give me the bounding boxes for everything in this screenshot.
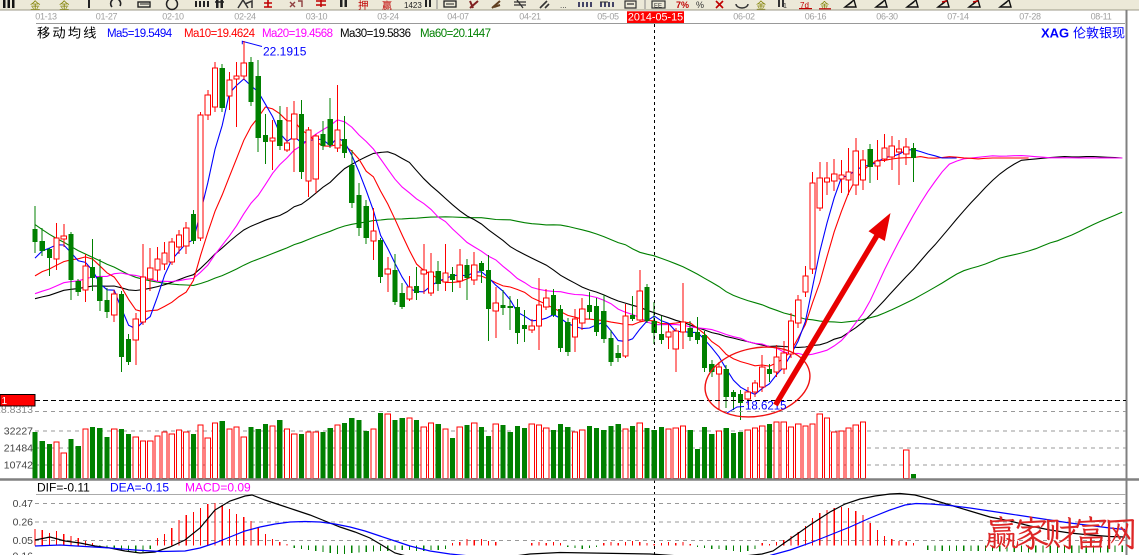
svg-text:Ma10=19.4624: Ma10=19.4624 <box>184 28 256 40</box>
svg-text:07-28: 07-28 <box>1019 12 1041 22</box>
svg-text:06-02: 06-02 <box>733 12 755 22</box>
svg-text:%: % <box>696 0 704 10</box>
svg-text:18.6215: 18.6215 <box>745 401 787 413</box>
svg-text:XAG: XAG <box>1041 26 1069 41</box>
svg-text:7d: 7d <box>800 1 809 10</box>
svg-text:02-24: 02-24 <box>234 12 256 22</box>
svg-text:MACD=0.09: MACD=0.09 <box>185 481 251 495</box>
svg-text:04-21: 04-21 <box>519 12 541 22</box>
svg-text:06-16: 06-16 <box>805 12 827 22</box>
svg-text:0.26: 0.26 <box>13 517 34 529</box>
svg-text:DEA=-0.15: DEA=-0.15 <box>110 481 169 495</box>
svg-text:01-13: 01-13 <box>35 12 57 22</box>
svg-text:Ma5=19.5494: Ma5=19.5494 <box>107 28 173 40</box>
svg-text:0.47: 0.47 <box>13 498 34 510</box>
svg-text:03-10: 03-10 <box>306 12 328 22</box>
svg-text:18.8313: 18.8313 <box>0 404 33 416</box>
svg-text:1: 1 <box>783 3 787 10</box>
svg-text:06-30: 06-30 <box>876 12 898 22</box>
svg-text:2014-05-15: 2014-05-15 <box>628 12 683 24</box>
svg-text:04-07: 04-07 <box>447 12 469 22</box>
svg-text:0.05: 0.05 <box>13 535 34 547</box>
svg-text:Ma60=20.1447: Ma60=20.1447 <box>420 28 491 40</box>
svg-text:01-27: 01-27 <box>96 12 118 22</box>
svg-text:02-10: 02-10 <box>162 12 184 22</box>
svg-text:22.1915: 22.1915 <box>263 45 307 59</box>
svg-text:03-24: 03-24 <box>377 12 399 22</box>
svg-text:1: 1 <box>2 396 8 407</box>
svg-text:10742: 10742 <box>4 460 33 472</box>
svg-text:DIF=-0.11: DIF=-0.11 <box>37 481 90 495</box>
svg-text:21484: 21484 <box>4 443 33 455</box>
svg-text:Ma30=19.5836: Ma30=19.5836 <box>340 28 411 40</box>
svg-text:08-11: 08-11 <box>1091 12 1112 22</box>
svg-text:...: ... <box>560 1 567 10</box>
svg-text:7%: 7% <box>676 0 689 10</box>
svg-text:32227: 32227 <box>4 426 33 438</box>
svg-text:-0.16: -0.16 <box>9 551 33 555</box>
svg-text:EE: EE <box>654 4 662 10</box>
svg-text:1423: 1423 <box>404 1 422 10</box>
svg-text:05-05: 05-05 <box>597 12 619 22</box>
svg-text:Ma20=19.4568: Ma20=19.4568 <box>262 28 333 40</box>
svg-text:07-14: 07-14 <box>947 12 969 22</box>
